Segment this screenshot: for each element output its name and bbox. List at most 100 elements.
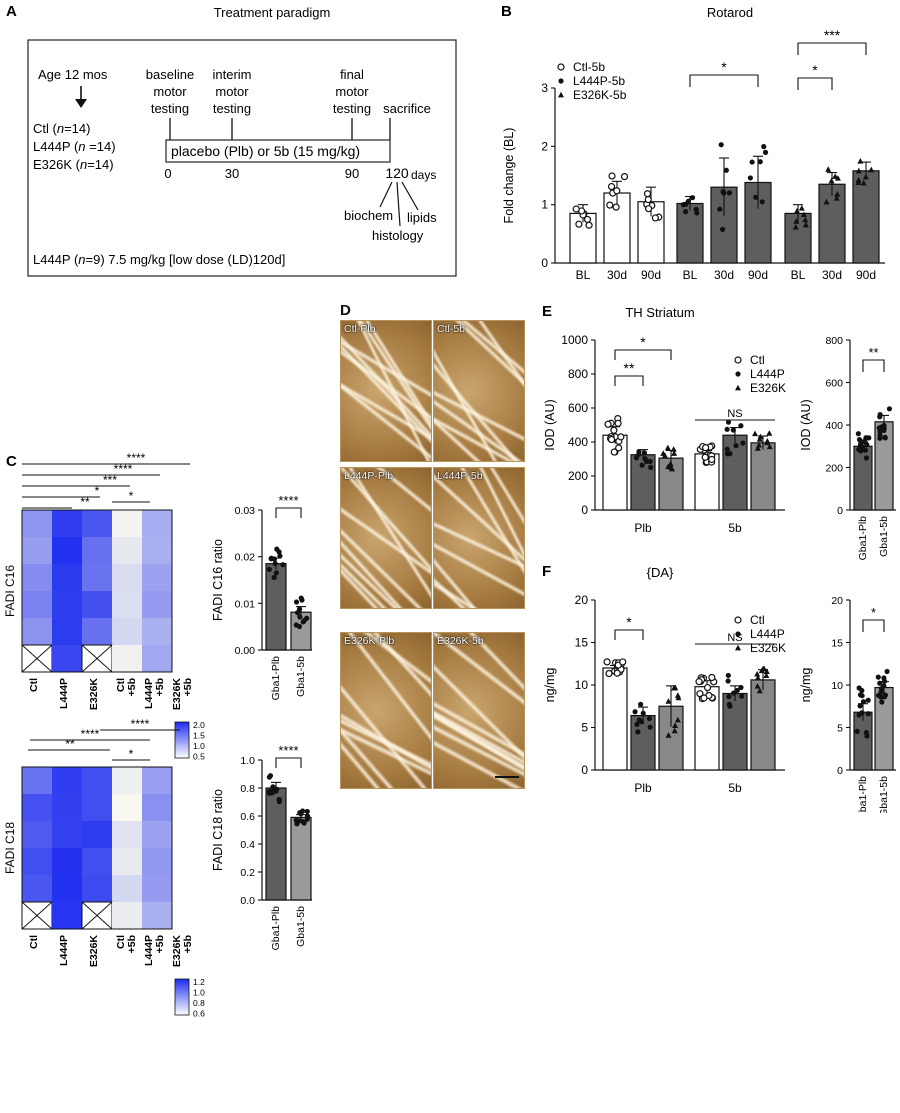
heat-cell: [52, 821, 82, 848]
y-tick-label: 0: [541, 256, 548, 270]
heat-cell: [112, 767, 142, 794]
x-tick-label: 90d: [748, 268, 768, 282]
data-point: [674, 716, 681, 723]
y-tick-label: 0.0: [240, 895, 255, 907]
data-point: [645, 205, 653, 213]
group-l444p: L444P (n =14): [33, 139, 116, 154]
heat-cell: [52, 875, 82, 902]
legend-label: Ctl: [750, 613, 765, 627]
x-tick-label: BL: [683, 268, 698, 282]
bar-E326K-5b: [750, 679, 776, 771]
heat-cell: [142, 564, 172, 591]
data-point: [575, 220, 583, 228]
y-tick-label: 1000: [561, 333, 588, 347]
data-point: [734, 687, 740, 694]
bar-L444P-5b: [722, 692, 748, 771]
data-point: [802, 221, 809, 228]
side-bar: [853, 711, 873, 771]
stage-final-1: final: [340, 67, 364, 82]
column-label: +5b: [154, 678, 166, 696]
data-point: [635, 729, 641, 735]
x-tick-label: 30d: [714, 268, 734, 282]
data-point: [862, 173, 869, 180]
heat-cell: [52, 794, 82, 821]
y-tick-label: 0.02: [235, 552, 256, 564]
data-point: [766, 443, 773, 450]
panel-c-letter: C: [6, 453, 17, 470]
data-point: [764, 437, 771, 444]
data-point: [861, 438, 867, 445]
y-tick-label: 0: [581, 503, 588, 517]
data-point: [293, 817, 299, 823]
data-point: [277, 553, 283, 559]
heat-cell: [52, 848, 82, 875]
heat-cell: [142, 645, 172, 672]
data-point: [754, 445, 761, 451]
data-point: [794, 207, 801, 214]
column-label: L444P: [58, 935, 70, 966]
data-point: [763, 672, 770, 678]
y-tick-label: 2: [541, 139, 548, 153]
column-label: Ctl: [115, 678, 127, 692]
heat-cell: [142, 794, 172, 821]
data-point: [603, 658, 611, 666]
heat-cell: [82, 821, 112, 848]
heat-cell: [112, 564, 142, 591]
y-tick-label: 600: [825, 378, 843, 390]
data-point: [793, 218, 800, 224]
data-point: [823, 198, 830, 205]
heat-cell: [52, 645, 82, 672]
heat-cell: [22, 821, 52, 848]
side-sig-bracket: [862, 619, 885, 632]
sig-ctl-l444p-label: *: [626, 614, 632, 630]
legend-label: E326K: [750, 381, 786, 395]
stage-baseline-1: baseline: [146, 67, 194, 82]
legend-label: L444P-5b: [573, 74, 625, 88]
data-point: [868, 166, 875, 173]
data-point: [855, 176, 862, 183]
heat-cell: [142, 875, 172, 902]
data-point: [276, 796, 282, 803]
data-point: [572, 205, 580, 213]
panel-a-letter: A: [6, 3, 17, 20]
data-point: [695, 678, 703, 686]
data-point: [669, 465, 676, 472]
paradigm-frame: [27, 39, 457, 277]
data-point: [726, 693, 732, 700]
data-point: [854, 728, 860, 734]
heat-cell: [52, 618, 82, 645]
heat-cell: [142, 902, 172, 929]
heat-cell: [52, 902, 82, 929]
heat-cell: [142, 618, 172, 645]
heat-cell: [142, 848, 172, 875]
data-point: [798, 205, 805, 211]
heat-cell: [52, 564, 82, 591]
legend-label: L444P: [750, 627, 785, 641]
sig-e326k-30d-bracket: [797, 77, 833, 90]
data-point: [301, 820, 307, 826]
data-point: [670, 446, 677, 452]
sig-label-c16: *: [95, 484, 100, 498]
sig-e326k-90d-label: ***: [824, 27, 841, 43]
sig-ctl-l444p-bracket: [614, 375, 644, 386]
data-point: [757, 159, 763, 165]
chart-title: TH Striatum: [625, 305, 694, 320]
sig-e326k-90d-bracket: [797, 42, 867, 55]
data-point: [270, 784, 276, 790]
heat-cell: [82, 591, 112, 618]
y-tick-label: 1.0: [240, 755, 255, 767]
data-point: [875, 674, 881, 680]
data-point: [864, 733, 870, 739]
tissue-label: Ctl-5b: [437, 323, 466, 335]
heat-cell: [112, 618, 142, 645]
data-point: [304, 813, 311, 819]
y-tick-label: 0: [581, 763, 588, 777]
heat-cell: [112, 591, 142, 618]
data-point: [718, 142, 724, 148]
data-point: [754, 683, 761, 689]
sig-ctl-l444p-bracket: [614, 629, 644, 640]
data-point: [856, 446, 862, 452]
data-point: [878, 689, 884, 695]
sig-label-c16: *: [129, 489, 134, 503]
y-axis-label: ng/mg: [543, 668, 557, 703]
